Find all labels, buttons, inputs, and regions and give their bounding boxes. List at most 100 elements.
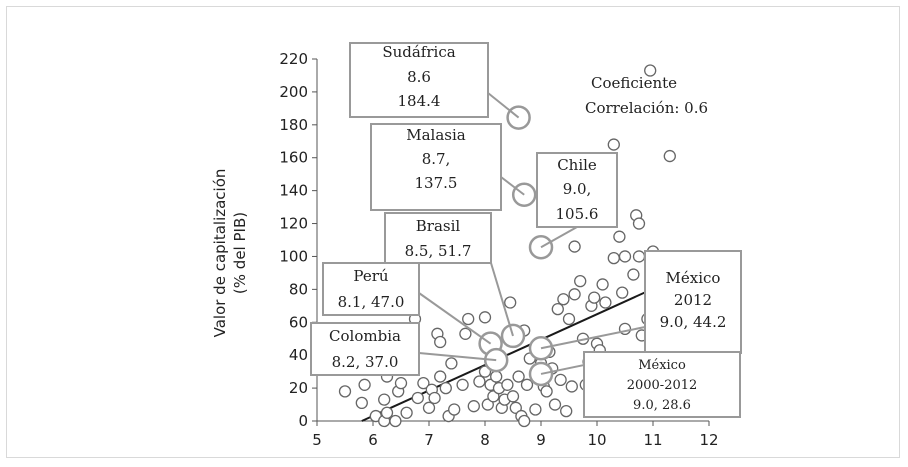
leader-line <box>540 326 646 350</box>
data-point <box>560 404 573 418</box>
data-point <box>473 375 486 388</box>
data-point <box>481 398 494 411</box>
axes: 5 6 7 8 9 10 11 1202040608010012014016018020022… <box>279 50 718 449</box>
data-point <box>520 378 534 391</box>
leader-line <box>500 176 525 196</box>
annotation-text: 8.2, 37.0 <box>332 353 399 371</box>
data-point <box>355 396 368 410</box>
y-tick-label: 80 <box>289 280 308 298</box>
data-point <box>644 64 657 77</box>
leader-line <box>487 92 520 119</box>
data-point <box>596 278 609 291</box>
data-point <box>478 311 492 324</box>
annotation-box <box>322 262 420 316</box>
x-tick-label: 12 <box>699 431 718 449</box>
y-tick-label: 60 <box>289 313 308 331</box>
annotation-text: 2012 <box>674 291 712 309</box>
data-point <box>632 217 646 230</box>
annotation-text: Brasil <box>416 217 461 235</box>
data-point <box>380 406 394 419</box>
annotation-text: Perú <box>353 267 388 285</box>
x-tick-label: 9 <box>536 431 546 449</box>
annotation-text: 8.7, <box>422 150 451 168</box>
data-point <box>506 390 520 403</box>
data-point <box>504 296 517 309</box>
annotation-box <box>583 351 741 418</box>
y-axis-label-unit: (% del PIB) <box>231 212 249 294</box>
data-point <box>459 327 472 340</box>
data-point <box>338 385 352 398</box>
data-point <box>518 414 531 428</box>
annotation-text: Colombia <box>329 327 401 345</box>
y-axis-label: Valor de capitalización <box>211 169 229 338</box>
data-point <box>568 288 581 301</box>
leader-line <box>490 262 514 337</box>
y-tick-label: 140 <box>279 182 308 200</box>
data-point <box>540 385 553 398</box>
data-point <box>613 230 626 243</box>
data-point <box>417 377 430 390</box>
annotation-text: 9.0, 28.6 <box>633 398 691 413</box>
annotation-text: 137.5 <box>415 174 458 192</box>
annotation-text: 9.0, <box>563 180 592 198</box>
data-point <box>411 391 424 405</box>
correlation-label-line2: Correlación: 0.6 <box>585 99 708 117</box>
annotation-text: 8.5, 51.7 <box>405 242 472 260</box>
data-point <box>548 398 562 411</box>
data-point <box>627 268 640 281</box>
annotation-box <box>370 123 502 211</box>
data-point <box>663 149 676 163</box>
annotation-text: 105.6 <box>556 205 599 223</box>
y-tick-label: 180 <box>279 116 308 134</box>
y-tick-label: 220 <box>279 50 308 68</box>
data-point <box>422 401 436 414</box>
data-point <box>574 274 587 288</box>
data-point <box>618 250 632 263</box>
scatter-chart: 5 6 7 8 9 10 11 1202040608010012014016018020022… <box>211 42 742 449</box>
data-point <box>487 390 500 403</box>
annotation-text: Sudáfrica <box>382 43 455 61</box>
y-tick-label: 40 <box>289 346 308 364</box>
data-point <box>378 393 391 406</box>
data-point <box>456 378 469 391</box>
correlation-label-line1: Coeficiente <box>591 74 677 92</box>
data-point <box>509 401 522 414</box>
annotation-group: Sudáfrica 8.6 184.4 Malasia 8.7, 137.5 Chile 9.… <box>310 42 742 418</box>
annotation-text: Malasia <box>406 126 466 144</box>
annotation-box <box>349 42 489 118</box>
data-point <box>358 378 371 391</box>
y-tick-label: 160 <box>279 149 308 167</box>
annotation-text: México <box>638 358 686 373</box>
data-point <box>607 251 620 265</box>
annotation-text: 9.0, 44.2 <box>660 313 727 331</box>
data-point <box>512 370 525 383</box>
y-tick-label: 0 <box>298 412 308 430</box>
x-tick-label: 11 <box>643 431 662 449</box>
chart-frame: 5 6 7 8 9 10 11 12 0 20 40 60 80 100 120 140 160 180 200 22… <box>6 6 900 458</box>
data-point <box>394 377 408 390</box>
data-point <box>462 312 475 326</box>
x-tick-label: 8 <box>480 431 490 449</box>
y-tick-label: 200 <box>279 83 308 101</box>
data-point <box>565 380 578 393</box>
x-tick-label: 6 <box>368 431 378 449</box>
data-point <box>607 138 620 151</box>
annotation-text: 2000-2012 <box>627 378 698 393</box>
data-point <box>439 381 452 395</box>
data-point <box>599 296 612 309</box>
data-point <box>434 335 447 349</box>
data-point <box>448 403 461 416</box>
data-point <box>557 293 570 306</box>
data-point <box>632 250 646 263</box>
data-point <box>551 302 564 316</box>
x-tick-label: 5 <box>312 431 322 449</box>
annotation-box <box>536 152 618 228</box>
annotation-box <box>644 250 742 354</box>
y-tick-label: 100 <box>279 247 308 265</box>
annotation-text: México <box>666 269 721 287</box>
leader-line <box>418 352 497 362</box>
y-tick-label: 120 <box>279 215 308 233</box>
annotation-text: Chile <box>557 156 597 174</box>
data-point <box>529 403 542 416</box>
data-point <box>562 312 576 326</box>
